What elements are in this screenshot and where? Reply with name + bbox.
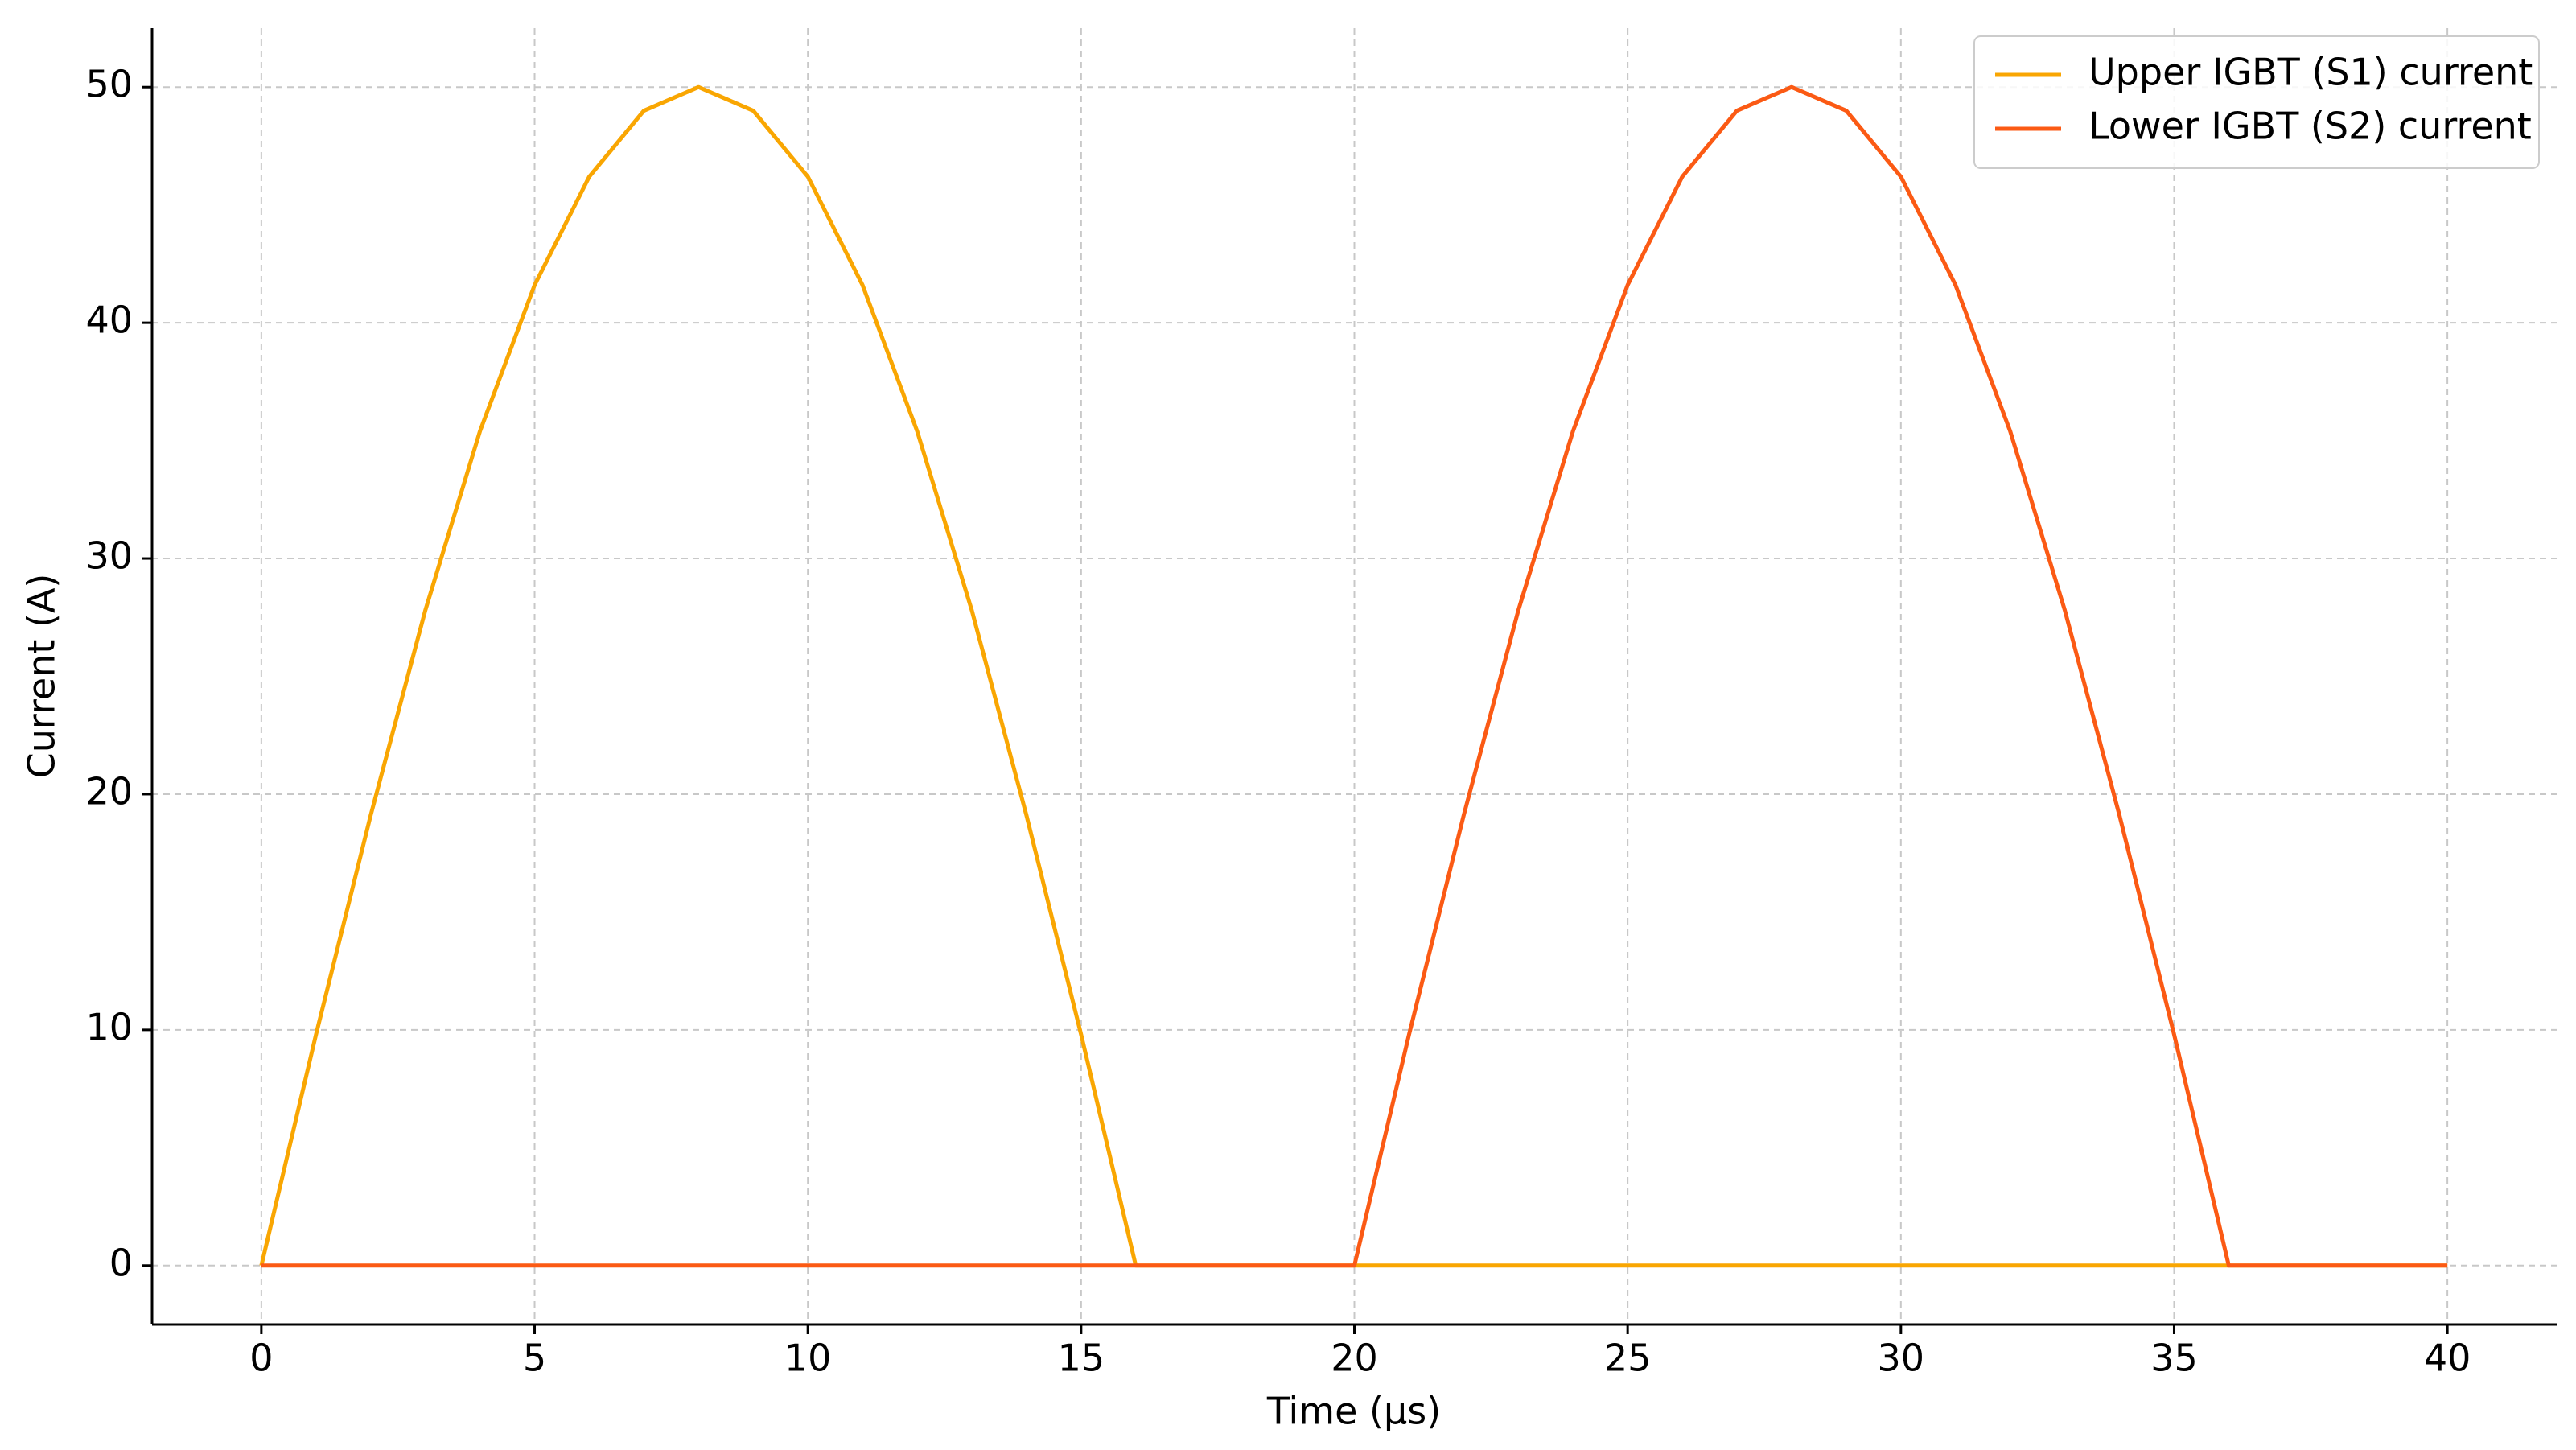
y-tick-label: 40 — [85, 299, 133, 342]
legend-label: Lower IGBT (S2) current — [2088, 105, 2532, 148]
x-axis-label: Time (µs) — [1266, 1390, 1441, 1433]
y-axis-label: Current (A) — [20, 574, 64, 779]
y-tick-label: 10 — [85, 1005, 133, 1048]
x-tick-label: 25 — [1604, 1337, 1652, 1380]
x-tick-label: 40 — [2424, 1337, 2471, 1380]
x-tick-label: 15 — [1058, 1337, 1105, 1380]
series-line — [261, 84, 2448, 1268]
y-tick-label: 0 — [109, 1241, 133, 1284]
x-tick-label: 30 — [1878, 1337, 1925, 1380]
x-tick-label: 0 — [249, 1337, 273, 1380]
y-tick-label: 20 — [85, 769, 133, 813]
legend-box — [1973, 35, 2540, 169]
x-tick-label: 35 — [2150, 1337, 2198, 1380]
x-tick-label: 10 — [784, 1337, 832, 1380]
legend-label: Upper IGBT (S1) current — [2088, 51, 2533, 94]
y-tick-label: 50 — [85, 63, 133, 106]
x-tick-label: 5 — [523, 1337, 546, 1380]
x-tick-label: 20 — [1331, 1337, 1378, 1380]
y-tick-label: 30 — [85, 534, 133, 578]
